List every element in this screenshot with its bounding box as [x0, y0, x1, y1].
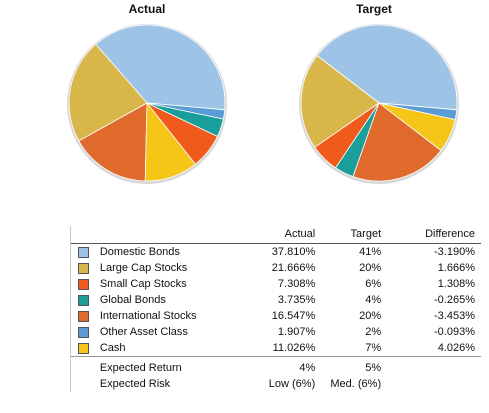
table-row: Global Bonds 3.735% 4% -0.265%: [71, 292, 481, 308]
asset-class-name: Global Bonds: [99, 294, 166, 306]
pie-slice-large-cap-stocks: [300, 55, 380, 148]
pie-slice-other-asset-class: [146, 102, 226, 120]
summary-row: Expected Return 4% 5%: [71, 356, 481, 376]
summary-label: Expected Return: [97, 356, 240, 376]
table-row: Large Cap Stocks 21.666% 20% 1.666%: [71, 260, 481, 276]
header-target: Target: [319, 226, 394, 244]
difference-value: -3.453%: [434, 310, 475, 322]
asset-class-name: Cash: [99, 342, 126, 354]
actual-value: 11.026%: [272, 342, 316, 354]
difference-value: -0.093%: [434, 326, 475, 338]
legend-swatch: [78, 262, 89, 274]
header-blank: [71, 226, 98, 244]
header-blank: [97, 226, 240, 244]
actual-value: 3.735%: [277, 294, 316, 306]
summary-blank: [71, 356, 98, 376]
table-row: International Stocks 16.547% 20% -3.453%: [71, 308, 481, 324]
table-row: Cash 11.026% 7% 4.026%: [71, 340, 481, 357]
difference-value: 4.026%: [437, 342, 475, 354]
legend-swatch-cell: [71, 292, 98, 308]
actual-value: 16.547%: [271, 310, 316, 322]
summary-blank: [393, 376, 481, 392]
summary-blank: [71, 376, 98, 392]
allocation-table: Actual Target Difference Domestic Bonds 3…: [71, 226, 481, 392]
header-difference: Difference: [393, 226, 481, 244]
target-value: 41%: [359, 246, 382, 258]
table-body: Domestic Bonds 37.810% 41% -3.190% Large Cap…: [71, 244, 481, 393]
asset-class-name: Large Cap Stocks: [99, 262, 188, 274]
pie-slice-domestic-bonds: [95, 24, 226, 111]
legend-swatch: [78, 310, 89, 322]
difference-value: 1.666%: [437, 262, 475, 274]
pie-slice-large-cap-stocks: [68, 43, 148, 142]
difference-value: -3.190%: [434, 246, 475, 258]
summary-target: Med. (6%): [330, 378, 382, 390]
difference-value: -0.265%: [434, 294, 475, 306]
pie-slice-other-asset-class: [378, 102, 458, 120]
legend-swatch-cell: [71, 276, 98, 292]
difference-value: 1.308%: [437, 278, 475, 290]
summary-label: Expected Risk: [99, 378, 171, 390]
pie-slice-international-stocks: [352, 102, 442, 182]
legend-swatch: [78, 342, 89, 354]
actual-value: 7.308%: [277, 278, 316, 290]
summary-target: 5%: [319, 356, 394, 376]
summary-actual: 4%: [239, 356, 320, 376]
pie-slice-domestic-bonds: [316, 24, 458, 111]
legend-swatch-cell: [71, 340, 98, 357]
legend-swatch: [78, 326, 89, 338]
summary-row: Expected Risk Low (6%) Med. (6%): [71, 376, 481, 392]
target-value: 7%: [365, 342, 382, 354]
table-row: Domestic Bonds 37.810% 41% -3.190%: [71, 244, 481, 261]
legend-swatch: [78, 246, 89, 258]
header-actual: Actual: [239, 226, 320, 244]
target-value: 4%: [365, 294, 382, 306]
table-header-row: Actual Target Difference: [71, 226, 481, 244]
pie-chart-actual: [67, 24, 227, 184]
target-value: 20%: [359, 262, 382, 274]
actual-value: 37.810%: [271, 246, 316, 258]
summary-blank: [393, 356, 481, 376]
asset-class-name: International Stocks: [99, 310, 197, 322]
actual-value: 1.907%: [277, 326, 316, 338]
target-value: 20%: [359, 310, 382, 322]
legend-swatch-cell: [71, 244, 98, 261]
legend-swatch-cell: [71, 308, 98, 324]
actual-value: 21.666%: [271, 262, 316, 274]
asset-class-name: Small Cap Stocks: [99, 278, 187, 290]
legend-swatch-cell: [71, 324, 98, 340]
asset-class-name: Domestic Bonds: [99, 246, 180, 258]
pie-slice-international-stocks: [78, 102, 148, 182]
legend-swatch: [78, 278, 89, 290]
table-row: Small Cap Stocks 7.308% 6% 1.308%: [71, 276, 481, 292]
chart-title-actual: Actual: [128, 2, 166, 16]
pie-chart-target: [299, 24, 459, 184]
table-row: Other Asset Class 1.907% 2% -0.093%: [71, 324, 481, 340]
asset-class-name: Other Asset Class: [99, 326, 188, 338]
target-value: 6%: [365, 278, 382, 290]
chart-title-target: Target: [356, 2, 392, 16]
target-value: 2%: [365, 326, 382, 338]
legend-swatch-cell: [71, 260, 98, 276]
legend-swatch: [78, 294, 89, 306]
summary-actual: Low (6%): [268, 378, 316, 390]
allocation-table-container: Actual Target Difference Domestic Bonds 3…: [70, 226, 481, 392]
